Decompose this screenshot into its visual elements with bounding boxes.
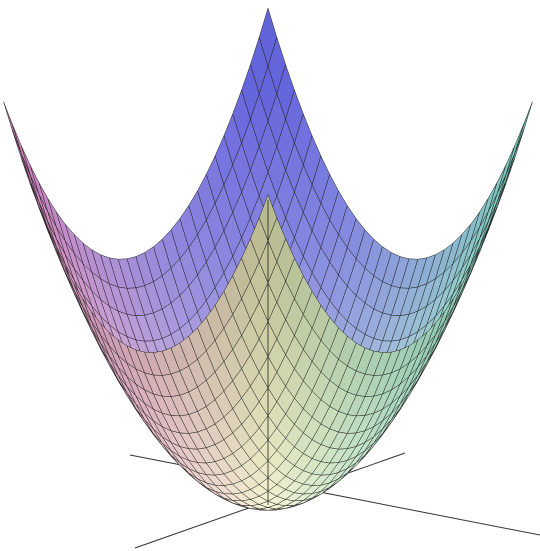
surface-patch [505,124,524,175]
surface [3,7,533,511]
surface-patch [3,101,22,154]
surface-patch [496,145,516,195]
surface-patch [514,101,533,154]
surface-patch [12,124,31,175]
surface-patch [20,145,40,195]
